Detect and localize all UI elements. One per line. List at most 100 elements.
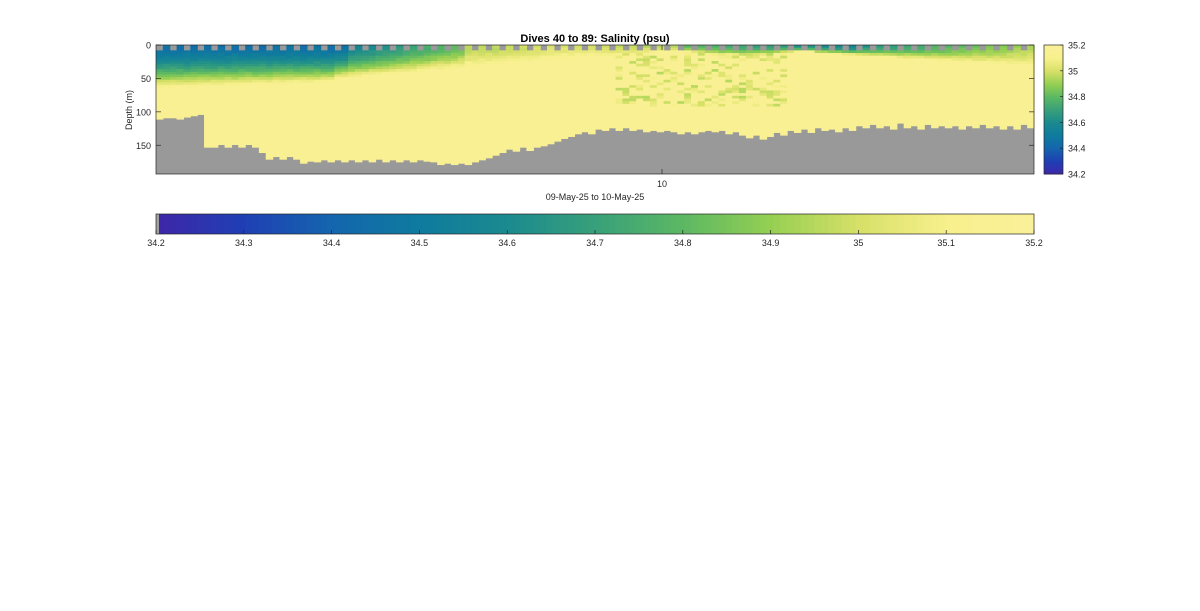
data-cell <box>629 93 637 97</box>
data-cell <box>931 95 939 99</box>
colorbar-segment <box>320 214 328 234</box>
colorbar-segment <box>1044 115 1063 119</box>
data-cell <box>553 98 562 102</box>
data-cell <box>238 103 246 107</box>
data-cell <box>972 119 980 123</box>
data-cell <box>622 98 630 102</box>
data-cell <box>718 74 726 78</box>
data-cell <box>402 69 411 73</box>
data-cell <box>766 85 774 89</box>
data-cell <box>649 122 658 126</box>
data-cell <box>416 130 425 134</box>
data-cell <box>835 103 843 107</box>
data-cell <box>567 50 576 54</box>
data-cell <box>965 106 973 110</box>
data-cell <box>224 95 233 99</box>
data-cell <box>512 114 521 118</box>
colorbar-segment <box>375 214 383 234</box>
data-cell <box>780 90 788 94</box>
data-cell <box>505 133 514 137</box>
data-cell <box>478 98 486 102</box>
data-cell <box>595 79 603 83</box>
data-cell <box>485 95 493 99</box>
data-cell <box>210 87 219 91</box>
data-cell <box>252 98 260 102</box>
data-cell <box>409 154 418 158</box>
data-cell <box>944 71 953 75</box>
data-cell <box>546 47 555 51</box>
data-cell <box>409 106 418 110</box>
data-cell <box>691 103 699 107</box>
data-cell <box>924 85 932 89</box>
data-cell <box>800 55 809 59</box>
data-cell <box>697 87 706 91</box>
data-cell <box>828 101 836 105</box>
data-cell <box>505 71 514 75</box>
data-cell <box>595 66 603 70</box>
data-cell <box>732 109 740 113</box>
colorbar-segment <box>1044 113 1063 117</box>
data-cell <box>1013 79 1021 83</box>
data-cell <box>204 127 212 131</box>
data-cell <box>190 82 198 86</box>
data-cell <box>979 95 987 99</box>
data-cell <box>992 125 1001 127</box>
data-cell <box>505 95 514 99</box>
data-cell <box>862 69 870 73</box>
data-cell <box>245 111 253 115</box>
data-cell <box>656 122 665 126</box>
data-cell <box>156 55 164 59</box>
data-cell <box>217 47 226 51</box>
data-cell <box>512 66 521 70</box>
data-cell <box>1013 69 1021 73</box>
data-cell <box>560 69 569 73</box>
colorbar-segment <box>691 214 699 234</box>
data-cell <box>828 93 836 97</box>
colorbar-tick-label: 34.4 <box>323 238 341 248</box>
data-cell <box>320 130 329 134</box>
data-cell <box>656 61 665 65</box>
data-cell <box>306 74 315 78</box>
data-cell <box>732 125 740 129</box>
data-cell <box>848 79 857 83</box>
data-cell <box>423 143 431 147</box>
data-cell <box>670 130 678 133</box>
data-cell <box>718 87 726 91</box>
data-cell <box>286 66 294 70</box>
data-cell <box>279 90 287 94</box>
data-cell <box>951 93 960 97</box>
data-cell <box>773 95 781 99</box>
data-cell <box>615 117 624 121</box>
data-cell <box>313 141 322 145</box>
colorbar-segment <box>1044 105 1063 108</box>
data-cell <box>231 66 239 70</box>
data-cell <box>204 133 212 137</box>
data-cell <box>197 111 205 115</box>
data-cell <box>437 95 445 99</box>
data-cell <box>588 98 596 102</box>
data-cell <box>409 101 418 105</box>
data-cell <box>739 61 747 65</box>
data-cell <box>293 61 301 65</box>
data-cell <box>519 82 528 86</box>
data-cell <box>197 95 205 99</box>
data-cell <box>327 66 335 70</box>
data-cell <box>245 77 253 81</box>
data-cell <box>732 90 740 94</box>
data-cell <box>533 87 541 91</box>
data-cell <box>841 119 850 123</box>
data-cell <box>464 119 473 123</box>
data-cell <box>910 106 918 110</box>
data-cell <box>471 149 479 153</box>
data-cell <box>704 122 713 126</box>
colorbar-segment <box>409 214 418 234</box>
data-cell <box>444 125 452 129</box>
data-cell <box>162 77 171 81</box>
data-cell <box>300 122 308 126</box>
data-cell <box>478 45 486 49</box>
data-cell <box>601 109 610 113</box>
data-cell <box>910 74 918 78</box>
data-cell <box>485 103 493 107</box>
data-cell <box>348 90 356 94</box>
data-cell <box>416 154 425 158</box>
